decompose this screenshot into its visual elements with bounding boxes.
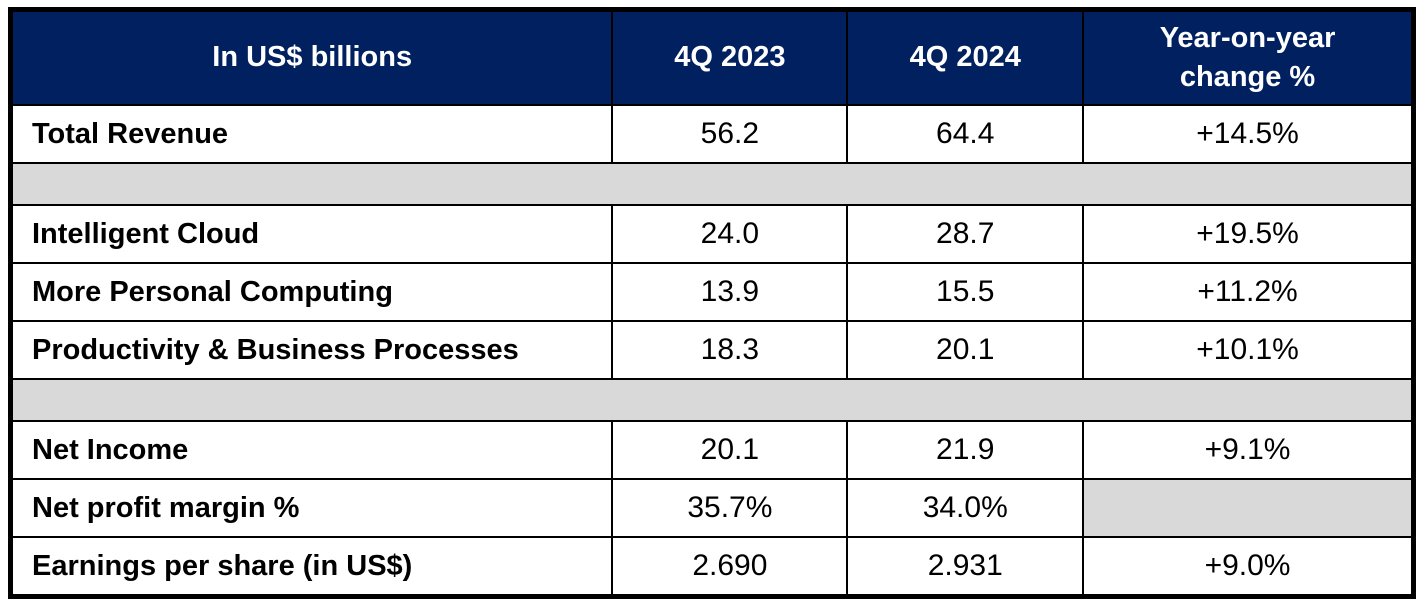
value-4q2023: 18.3 bbox=[611, 320, 849, 380]
value-4q2024: 64.4 bbox=[846, 104, 1085, 164]
header-metric-column: In US$ billions bbox=[9, 8, 614, 106]
value-4q2024: 34.0% bbox=[846, 478, 1085, 538]
value-yoy: +14.5% bbox=[1082, 104, 1415, 164]
value-yoy-blank bbox=[1082, 478, 1415, 538]
row-label: Total Revenue bbox=[9, 104, 614, 164]
value-4q2024: 21.9 bbox=[846, 420, 1085, 480]
value-yoy: +19.5% bbox=[1082, 204, 1415, 264]
table-row-intelligent-cloud: Intelligent Cloud 24.0 28.7 +19.5% bbox=[9, 204, 1415, 264]
header-q4-2024: 4Q 2024 bbox=[846, 8, 1085, 106]
value-4q2023: 24.0 bbox=[611, 204, 849, 264]
spacer-cell bbox=[9, 378, 1415, 422]
value-4q2024: 20.1 bbox=[846, 320, 1085, 380]
value-yoy: +9.0% bbox=[1082, 536, 1415, 598]
table-row-productivity-business-processes: Productivity & Business Processes 18.3 2… bbox=[9, 320, 1415, 380]
value-4q2023: 56.2 bbox=[611, 104, 849, 164]
row-label: Net profit margin % bbox=[9, 478, 614, 538]
spacer-row bbox=[9, 378, 1415, 422]
value-yoy: +11.2% bbox=[1082, 262, 1415, 322]
value-4q2023: 13.9 bbox=[611, 262, 849, 322]
header-row: In US$ billions 4Q 2023 4Q 2024 Year-on-… bbox=[9, 8, 1415, 106]
header-q4-2023: 4Q 2023 bbox=[611, 8, 849, 106]
value-4q2024: 2.931 bbox=[846, 536, 1085, 598]
spacer-row bbox=[9, 162, 1415, 206]
financial-results-table: In US$ billions 4Q 2023 4Q 2024 Year-on-… bbox=[8, 7, 1416, 599]
value-4q2023: 2.690 bbox=[611, 536, 849, 598]
row-label: Net Income bbox=[9, 420, 614, 480]
value-yoy: +9.1% bbox=[1082, 420, 1415, 480]
quarterly-results-table: In US$ billions 4Q 2023 4Q 2024 Year-on-… bbox=[8, 7, 1416, 599]
table-row-total-revenue: Total Revenue 56.2 64.4 +14.5% bbox=[9, 104, 1415, 164]
header-yoy-change: Year-on-year change % bbox=[1082, 8, 1415, 106]
value-4q2024: 15.5 bbox=[846, 262, 1085, 322]
spacer-cell bbox=[9, 162, 1415, 206]
row-label: Earnings per share (in US$) bbox=[9, 536, 614, 598]
value-4q2023: 20.1 bbox=[611, 420, 849, 480]
table-row-more-personal-computing: More Personal Computing 13.9 15.5 +11.2% bbox=[9, 262, 1415, 322]
value-4q2024: 28.7 bbox=[846, 204, 1085, 264]
table-row-earnings-per-share: Earnings per share (in US$) 2.690 2.931 … bbox=[9, 536, 1415, 598]
row-label: Productivity & Business Processes bbox=[9, 320, 614, 380]
value-yoy: +10.1% bbox=[1082, 320, 1415, 380]
row-label: More Personal Computing bbox=[9, 262, 614, 322]
table-row-net-income: Net Income 20.1 21.9 +9.1% bbox=[9, 420, 1415, 480]
row-label: Intelligent Cloud bbox=[9, 204, 614, 264]
table-row-net-profit-margin: Net profit margin % 35.7% 34.0% bbox=[9, 478, 1415, 538]
value-4q2023: 35.7% bbox=[611, 478, 849, 538]
